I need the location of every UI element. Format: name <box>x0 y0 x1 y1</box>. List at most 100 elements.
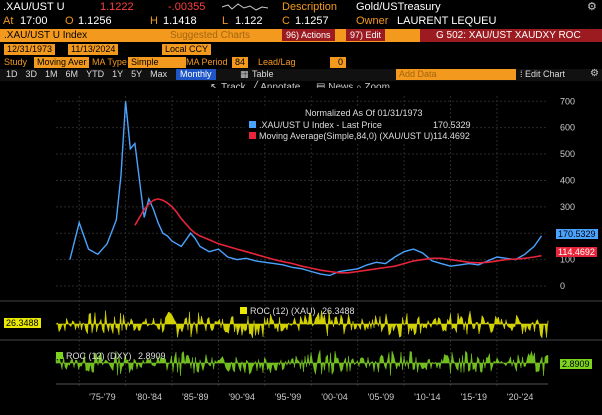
zoom-icon: ⌕ <box>356 82 362 93</box>
end-date-input[interactable]: 11/13/2024 <box>68 44 119 55</box>
legend-series-1-name: .XAU/UST U Index - Last Price <box>259 120 382 130</box>
roc-xau-value: 26.3488 <box>322 306 355 316</box>
ticker[interactable]: .XAU/UST U <box>3 1 65 13</box>
period-tab-1y[interactable]: 1Y <box>112 69 124 79</box>
ma-period-label: MA Period <box>186 57 228 67</box>
study-row: Study Moving Aver MA Type Simple MA Peri… <box>0 57 602 69</box>
y-tick-label: 400 <box>560 175 575 185</box>
roc-dxy-panel <box>0 339 602 376</box>
x-tick-label: '75-'79 <box>89 392 115 402</box>
annotate-button[interactable]: ╱ Annotate <box>252 82 300 93</box>
ohlc-row: At 17:00 O 1.1256 H 1.1418 L 1.122 C 1.1… <box>0 14 602 28</box>
edit-chart-button[interactable]: ⁞ Edit Chart <box>520 69 566 79</box>
x-tick-label: '20-'24 <box>507 392 533 402</box>
grid <box>56 96 548 388</box>
low-value: 1.122 <box>235 15 263 27</box>
date-row: 12/31/1973 11/13/2024 Local CCY <box>0 44 602 56</box>
ma-period-input[interactable]: 84 <box>232 57 249 68</box>
roc-xau-legend: ROC (12) (XAU) 26.3488 <box>240 306 355 316</box>
zoom-button[interactable]: ⌕ Zoom <box>356 82 390 93</box>
ma-type-select[interactable]: Simple <box>128 57 186 68</box>
high-value: 1.1418 <box>163 15 197 27</box>
x-tick-label: '05-'09 <box>368 392 394 402</box>
period-tab-6m[interactable]: 6M <box>65 69 79 79</box>
period-tab-ytd[interactable]: YTD <box>86 69 105 79</box>
add-data-input[interactable] <box>396 69 516 80</box>
period-tab-max[interactable]: Max <box>150 69 168 79</box>
zoom-label: Zoom <box>364 82 390 93</box>
settings-icon[interactable]: ⚙ <box>590 68 599 79</box>
roc-xau-tag: 26.3488 <box>4 318 41 328</box>
lead-lag-input[interactable]: 0 <box>330 57 346 68</box>
x-tick-label: '95-'99 <box>275 392 301 402</box>
period-tab-1d[interactable]: 1D <box>6 69 18 79</box>
add-data-text: Add Data <box>399 69 437 79</box>
y-tick-label: 600 <box>560 123 575 133</box>
suggested-charts-button[interactable]: Suggested Charts <box>170 30 251 41</box>
gear-icon[interactable]: ⚙ <box>587 1 597 13</box>
description-label: Description <box>282 1 338 13</box>
table-button[interactable]: Table <box>252 69 274 79</box>
track-label: Track <box>221 82 246 93</box>
x-tick-label: '80-'84 <box>136 392 162 402</box>
x-tick-label: '90-'94 <box>228 392 254 402</box>
news-button[interactable]: ▤ News <box>316 82 353 93</box>
legend: Normalized As Of 01/31/1973 .XAU/UST U I… <box>245 106 471 144</box>
moving-average-line <box>134 198 542 274</box>
currency-select[interactable]: Local CCY <box>162 44 212 55</box>
legend-swatch-2 <box>249 132 256 139</box>
legend-series-1: .XAU/UST U Index - Last Price 170.5329 <box>249 120 471 131</box>
x-tick-label: '10-'14 <box>414 392 440 402</box>
x-tick-label: '00-'04 <box>321 392 347 402</box>
legend-series-2: Moving Average(Simple,84,0) (XAU/UST U) … <box>249 131 470 142</box>
study-label: Study <box>4 57 28 67</box>
news-icon: ▤ <box>316 82 326 93</box>
y-tick-label: 0 <box>560 281 565 291</box>
quote-header: .XAU/UST U 1.1222 -.00355 Description Go… <box>0 0 602 14</box>
study-select[interactable]: Moving Aver <box>34 57 90 68</box>
y-tick-label: 500 <box>560 149 575 159</box>
track-button[interactable]: ↖ Track <box>210 82 246 93</box>
edit-button[interactable]: 97) Edit <box>346 29 386 41</box>
news-label: News <box>328 82 354 93</box>
low-label: L <box>222 15 229 27</box>
ma-type-label: MA Type <box>92 57 127 67</box>
annotate-icon: ╱ <box>252 82 259 93</box>
period-tab-1m[interactable]: 1M <box>45 69 58 79</box>
start-date-input[interactable]: 12/31/1973 <box>4 44 56 55</box>
roc-dxy-area <box>55 350 549 376</box>
period-row: 1D 3D 1M 6M YTD 1Y 5Y Max Monthly ▦ Table Add D… <box>0 68 602 81</box>
y-tick-label: 300 <box>560 202 575 212</box>
x-axis: '75-'79 '80-'84 '85-'89 '90-'94 '95-'99 '00-'… <box>56 383 548 402</box>
period-tab-5y[interactable]: 5Y <box>131 69 143 79</box>
period-tab-3d[interactable]: 3D <box>25 69 38 79</box>
last-price-line <box>69 101 543 277</box>
sparkline-icon <box>222 3 268 11</box>
roc-xau-swatch <box>240 307 247 314</box>
roc-dxy-value: 2.8909 <box>138 351 166 361</box>
table-icon[interactable]: ▦ <box>240 69 249 79</box>
x-tick-label: '85-'89 <box>182 392 208 402</box>
close-value: 1.1257 <box>295 15 329 27</box>
ma-tag: 114.4692 <box>556 247 597 257</box>
edit-chart-label: Edit Chart <box>525 69 566 79</box>
annotate-label: Annotate <box>260 82 301 93</box>
frequency-select[interactable]: Monthly <box>176 69 216 80</box>
roc-xau-area <box>55 310 549 339</box>
last-price-tag: 170.5329 <box>556 229 598 239</box>
at-label: At <box>3 15 14 27</box>
chart-id-title <box>420 29 602 42</box>
actions-button[interactable]: 96) Actions <box>282 29 335 41</box>
chart-toolbar: ↖ Track ╱ Annotate ▤ News ⌕ Zoom <box>0 82 602 94</box>
legend-swatch-1 <box>249 121 256 128</box>
close-label: C <box>282 15 290 27</box>
lead-lag-label: Lead/Lag <box>258 57 296 67</box>
chart-id-text: G 502: XAU/UST XAUDXY ROC <box>436 30 581 41</box>
description-value: Gold/USTreasury <box>356 1 441 13</box>
high-label: H <box>150 15 158 27</box>
title-bar: .XAU/UST U Index Suggested Charts 96) Ac… <box>0 29 602 42</box>
legend-normalized: Normalized As Of 01/31/1973 <box>305 108 423 118</box>
roc-dxy-legend: ROC (12) (DXY) 2.8909 <box>56 351 166 361</box>
security-name[interactable]: .XAU/UST U Index <box>4 30 88 41</box>
main-series <box>69 101 543 277</box>
